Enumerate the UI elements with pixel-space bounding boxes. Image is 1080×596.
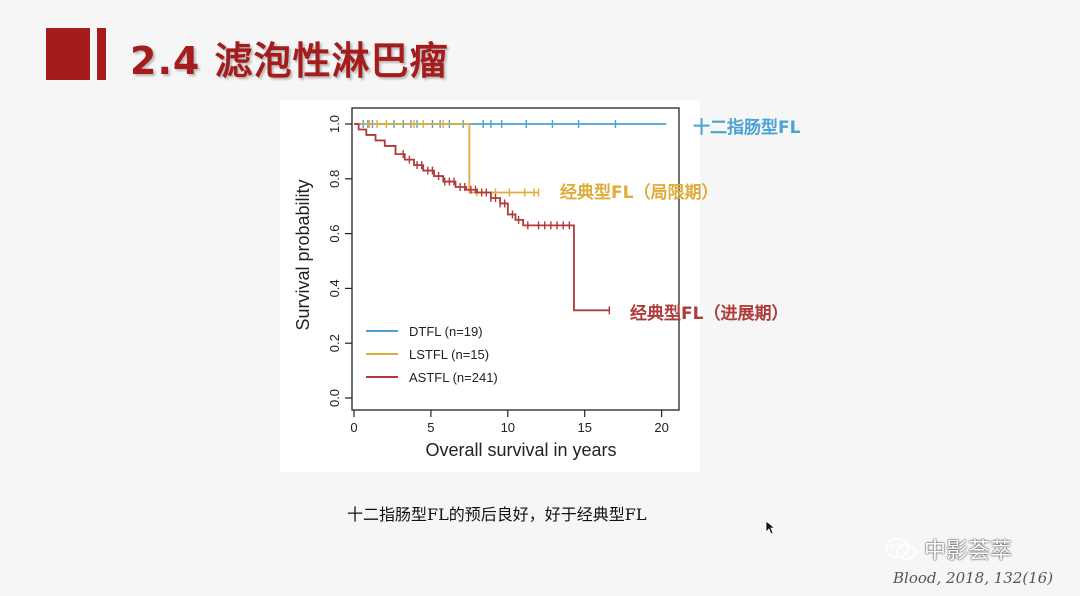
y-tick-label: 0.6 xyxy=(327,225,342,243)
plot-frame xyxy=(351,107,680,411)
series-annotation-astfl: 经典型FL（进展期） xyxy=(630,304,789,324)
x-axis-label: Overall survival in years xyxy=(425,440,616,460)
x-tick-label: 20 xyxy=(654,420,668,435)
legend-label-dtfl: DTFL (n=19) xyxy=(409,324,483,339)
survival-curve-lstfl xyxy=(354,123,539,194)
mouse-cursor-icon xyxy=(765,520,777,535)
title-marker-block xyxy=(46,28,90,80)
y-tick-label: 0.0 xyxy=(327,389,342,407)
survival-curves xyxy=(354,120,667,315)
x-tick-label: 0 xyxy=(350,420,357,435)
chart-axes: 0 5 10 15 20 0.0 0.2 0.4 0.6 0.8 1.0 xyxy=(327,115,669,435)
y-tick-label: 0.4 xyxy=(327,279,342,297)
legend-label-lstfl: LSTFL (n=15) xyxy=(409,347,489,362)
x-tick-label: 15 xyxy=(577,420,591,435)
x-tick-label: 5 xyxy=(427,420,434,435)
wechat-icon xyxy=(885,538,916,560)
y-tick-label: 0.8 xyxy=(327,170,342,188)
y-tick-label: 0.2 xyxy=(327,334,342,352)
survival-curve-astfl xyxy=(354,123,610,312)
slide-caption: 十二指肠型FL的预后良好，好于经典型FL xyxy=(347,505,647,524)
y-tick-label: 1.0 xyxy=(327,115,342,133)
km-survival-chart: 0 5 10 15 20 0.0 0.2 0.4 0.6 0.8 1.0 DTFL (n=19) LS… xyxy=(293,107,680,460)
slide-title: 2.4 滤泡性淋巴瘤 xyxy=(130,39,449,83)
chart-legend: DTFL (n=19) LSTFL (n=15) ASTFL (n=241) xyxy=(366,324,498,385)
series-annotation-lstfl: 经典型FL（局限期） xyxy=(560,183,719,203)
series-annotation-dtfl: 十二指肠型FL xyxy=(693,118,801,138)
watermark: 中影荟萃 xyxy=(884,533,1012,565)
watermark-text: 中影荟萃 xyxy=(924,539,1013,564)
citation: Blood, 2018, 132(16) xyxy=(893,569,1054,587)
title-marker-bar xyxy=(97,28,106,80)
legend-label-astfl: ASTFL (n=241) xyxy=(409,370,498,385)
y-axis-label: Survival probability xyxy=(293,179,313,330)
x-tick-label: 10 xyxy=(501,420,515,435)
